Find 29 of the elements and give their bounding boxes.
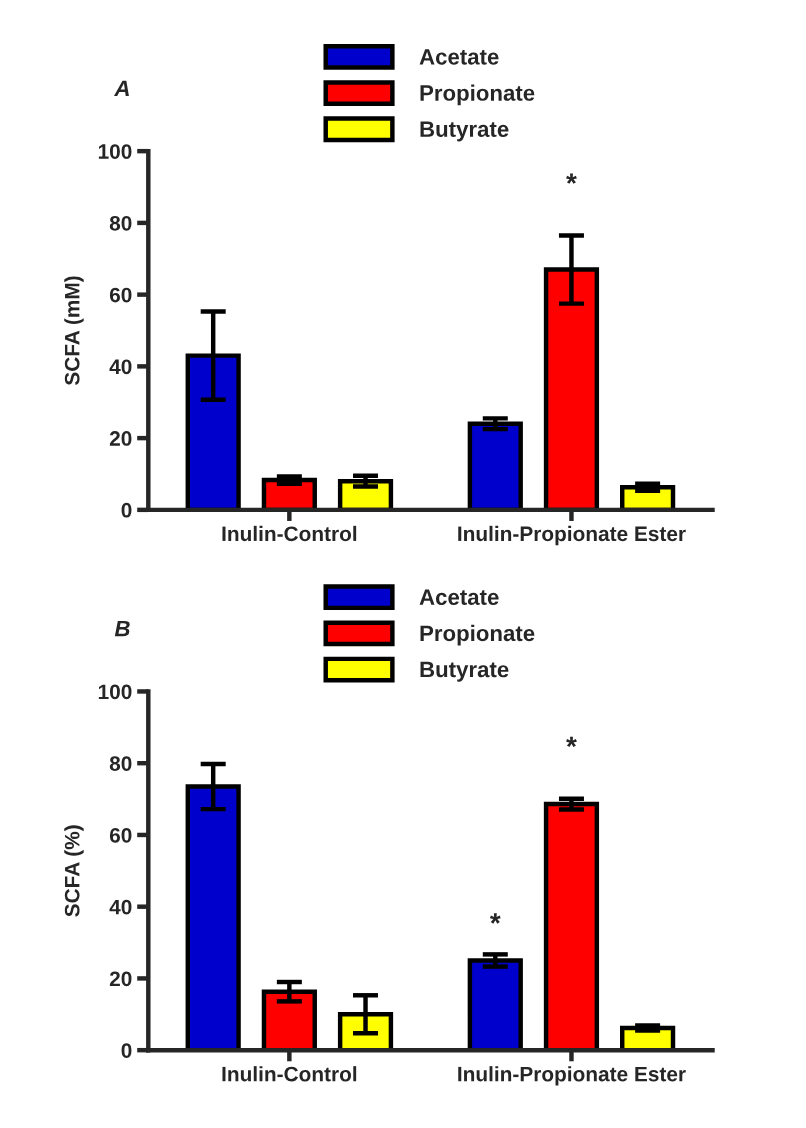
legend-label: Acetate: [419, 49, 499, 65]
y-tick-label: 40: [109, 899, 132, 915]
y-tick-label: 20: [109, 971, 132, 987]
y-tick-label: 0: [121, 502, 132, 518]
y-tick-label: 80: [109, 215, 132, 231]
chart-title: A: [114, 80, 129, 96]
x-tick-label: Inulin-Propionate Ester: [458, 525, 686, 546]
x-tick-label: Inulin-Control: [222, 1066, 357, 1082]
y-tick-label: 60: [109, 287, 132, 303]
y-tick-label: 100: [98, 684, 132, 700]
chart-title: B: [114, 620, 130, 637]
y-tick-label: 60: [109, 827, 132, 843]
x-tick-label: Inulin-Control: [222, 525, 357, 542]
y-tick-label: 20: [109, 431, 132, 446]
legend-label: Butyrate: [420, 121, 509, 142]
annotation: *: [566, 173, 577, 184]
annotation: *: [566, 736, 577, 748]
y-tick-label: 0: [121, 1043, 132, 1058]
y-axis-title: SCFA (%): [64, 825, 84, 917]
legend-label: Acetate: [419, 589, 499, 605]
y-tick-label: 80: [109, 756, 132, 771]
annotation: *: [489, 913, 501, 924]
y-tick-label: 40: [109, 359, 132, 375]
legend-label: Propionate: [420, 624, 535, 646]
legend-label: Propionate: [420, 84, 535, 106]
y-tick-label: 100: [98, 144, 132, 159]
y-axis-title: SCFA (mM): [64, 276, 84, 386]
x-tick-label: Inulin-Propionate Ester: [458, 1066, 686, 1086]
legend-label: Butyrate: [420, 661, 509, 682]
